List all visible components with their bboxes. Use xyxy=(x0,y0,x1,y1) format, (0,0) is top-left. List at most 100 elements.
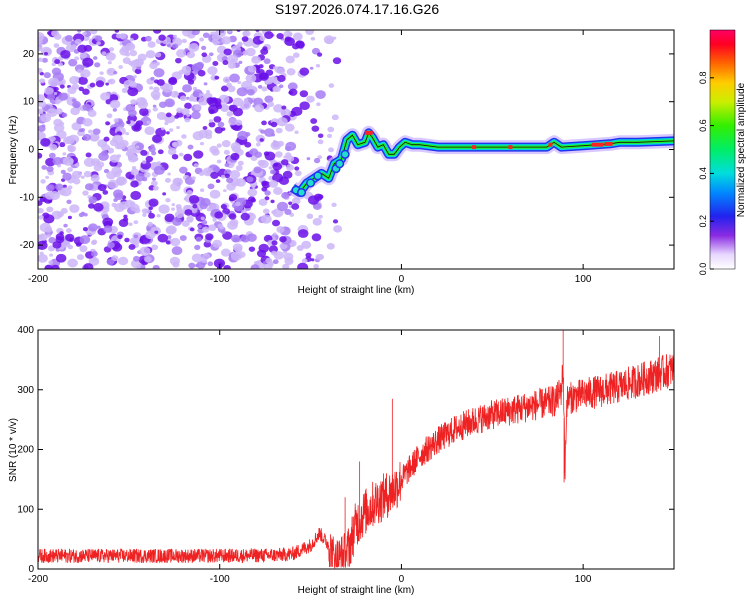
noise-blob xyxy=(154,230,159,234)
noise-blob xyxy=(205,233,214,241)
noise-blob xyxy=(53,92,58,96)
noise-blob xyxy=(271,240,278,246)
noise-blob xyxy=(218,94,230,104)
noise-blob xyxy=(122,57,131,64)
noise-blob xyxy=(127,114,137,123)
noise-blob xyxy=(311,125,320,132)
noise-blob xyxy=(246,233,257,242)
noise-blob xyxy=(131,166,137,170)
noise-blob xyxy=(284,208,292,216)
noise-blob xyxy=(232,107,244,117)
noise-blob xyxy=(198,96,209,106)
noise-blob xyxy=(313,263,320,269)
noise-blob xyxy=(125,42,136,51)
noise-blob xyxy=(216,159,222,164)
noise-blob xyxy=(59,84,65,89)
noise-blob xyxy=(135,145,140,149)
noise-blob xyxy=(299,90,309,98)
noise-blob xyxy=(188,43,200,52)
noise-blob xyxy=(143,171,151,178)
noise-blob xyxy=(294,130,299,135)
noise-blob xyxy=(219,225,225,230)
noise-blob xyxy=(223,48,232,56)
colorbar-tick-label: 0.6 xyxy=(698,119,708,132)
noise-blob xyxy=(305,30,315,35)
noise-blob xyxy=(222,76,231,84)
noise-blob xyxy=(88,256,100,266)
noise-blob xyxy=(80,69,91,78)
noise-blob xyxy=(167,172,171,176)
noise-blob xyxy=(71,83,80,90)
noise-blob xyxy=(195,236,202,242)
noise-blob xyxy=(123,214,128,219)
noise-blob xyxy=(40,179,46,184)
noise-blob xyxy=(221,140,231,148)
noise-blob xyxy=(168,76,177,84)
noise-blob xyxy=(228,194,238,201)
noise-blob xyxy=(208,119,214,123)
noise-blob xyxy=(130,99,137,105)
noise-blob xyxy=(193,150,204,159)
noise-blob xyxy=(49,144,58,151)
noise-blob xyxy=(272,162,283,171)
noise-blob xyxy=(202,125,208,130)
noise-blob xyxy=(220,248,231,257)
noise-blob xyxy=(153,68,165,78)
noise-blob xyxy=(82,103,91,111)
noise-blob xyxy=(113,118,119,123)
noise-blob xyxy=(204,129,213,137)
noise-blob xyxy=(152,104,157,108)
noise-blob xyxy=(201,52,208,58)
x-tick-label: -100 xyxy=(210,574,230,585)
noise-blob xyxy=(164,98,175,108)
noise-blob xyxy=(178,152,184,157)
noise-blob xyxy=(59,231,64,235)
noise-blob xyxy=(277,74,286,83)
noise-blob xyxy=(317,155,323,160)
noise-blob xyxy=(44,191,55,200)
noise-blob xyxy=(287,32,293,37)
noise-blob xyxy=(332,57,342,65)
noise-blob xyxy=(152,264,160,269)
noise-blob xyxy=(184,209,193,216)
noise-blob xyxy=(265,257,273,264)
noise-blob xyxy=(236,87,248,97)
noise-blob xyxy=(174,114,180,119)
noise-blob xyxy=(286,164,295,171)
noise-blob xyxy=(328,83,335,88)
track-peak xyxy=(508,145,513,150)
noise-blob xyxy=(259,36,266,42)
noise-blob xyxy=(90,158,101,167)
noise-blob xyxy=(230,142,241,151)
noise-blob xyxy=(206,207,212,212)
noise-blob xyxy=(115,176,126,185)
noise-blob xyxy=(144,256,152,263)
noise-blob xyxy=(220,104,230,113)
noise-blob xyxy=(144,35,152,42)
noise-blob xyxy=(201,220,208,225)
noise-blob xyxy=(164,177,171,183)
noise-blob xyxy=(128,244,136,250)
noise-blob xyxy=(279,236,287,243)
track-peak xyxy=(472,145,477,150)
noise-blob xyxy=(83,263,94,269)
noise-blob xyxy=(77,44,88,53)
colorbar-tick-label: 0.8 xyxy=(698,72,708,85)
noise-blob xyxy=(102,190,109,195)
noise-blob xyxy=(209,145,219,154)
noise-blob xyxy=(179,166,188,174)
x-tick-label: 100 xyxy=(575,574,592,585)
noise-blob xyxy=(208,224,217,232)
noise-blob xyxy=(148,212,155,219)
noise-blob xyxy=(217,121,225,128)
noise-blob xyxy=(126,120,131,125)
noise-blob xyxy=(262,208,270,214)
noise-blob xyxy=(40,113,52,123)
y-tick-label: -10 xyxy=(20,192,35,203)
noise-blob xyxy=(255,142,261,147)
noise-blob xyxy=(41,57,48,63)
noise-blob xyxy=(152,107,158,112)
noise-blob xyxy=(192,86,198,91)
noise-blob xyxy=(212,218,217,222)
track-peak xyxy=(604,141,613,146)
